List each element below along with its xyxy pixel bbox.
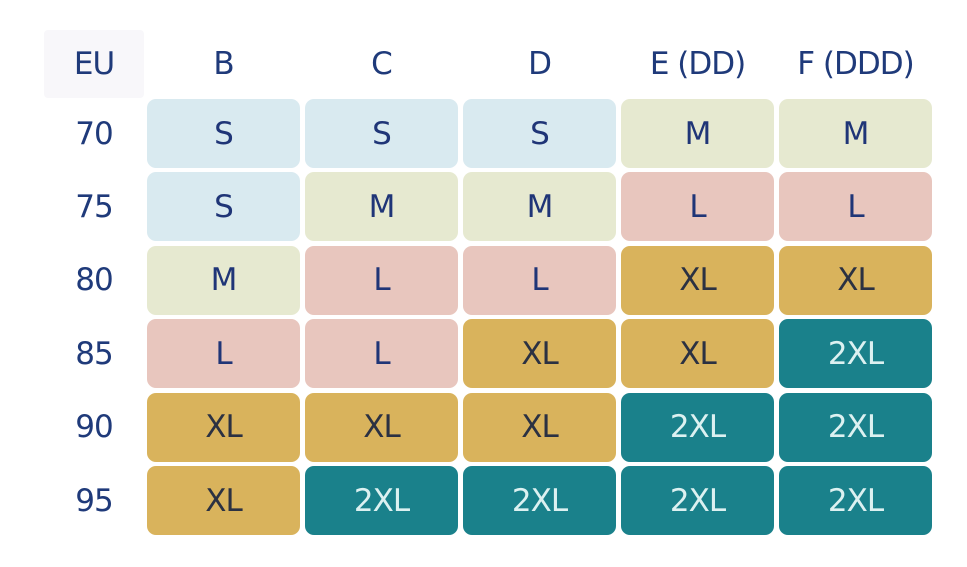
size-cell: 2XL (621, 466, 774, 535)
size-cell: M (147, 245, 300, 315)
size-cell: M (621, 99, 774, 168)
row-header: 95 (75, 482, 113, 519)
size-cell: L (305, 245, 458, 315)
size-cell: M (463, 172, 616, 242)
size-cell: S (147, 99, 300, 168)
size-cell: XL (463, 319, 616, 389)
size-cell: XL (147, 466, 300, 535)
size-cell: 2XL (779, 392, 932, 462)
size-cell: 2XL (621, 392, 774, 462)
row-header: 85 (75, 335, 113, 372)
row-header: 90 (75, 409, 113, 446)
column-header: F (DDD) (797, 46, 915, 82)
size-cell: M (305, 172, 458, 242)
row-header: 70 (75, 115, 113, 152)
size-cell: XL (621, 245, 774, 315)
size-cell: S (463, 99, 616, 168)
column-header: C (371, 46, 393, 82)
size-cell: 2XL (779, 319, 932, 389)
size-cell: 2XL (305, 466, 458, 535)
size-cell: S (147, 172, 300, 242)
size-cell: L (463, 245, 616, 315)
size-cell: M (779, 99, 932, 168)
size-cell: XL (147, 392, 300, 462)
size-cell: XL (779, 245, 932, 315)
size-cell: XL (621, 319, 774, 389)
size-cell: 2XL (779, 466, 932, 535)
size-cell: XL (463, 392, 616, 462)
column-header: E (DD) (649, 46, 746, 82)
size-cell: XL (305, 392, 458, 462)
size-cell: L (305, 319, 458, 389)
row-header: 80 (75, 262, 113, 299)
column-header: D (528, 46, 552, 82)
corner-header: EU (44, 30, 144, 98)
size-cell: L (779, 172, 932, 242)
size-cell: L (621, 172, 774, 242)
size-cell: L (147, 319, 300, 389)
size-cell: 2XL (463, 466, 616, 535)
column-header: B (213, 46, 234, 82)
row-header: 75 (75, 188, 113, 225)
size-cell: S (305, 99, 458, 168)
